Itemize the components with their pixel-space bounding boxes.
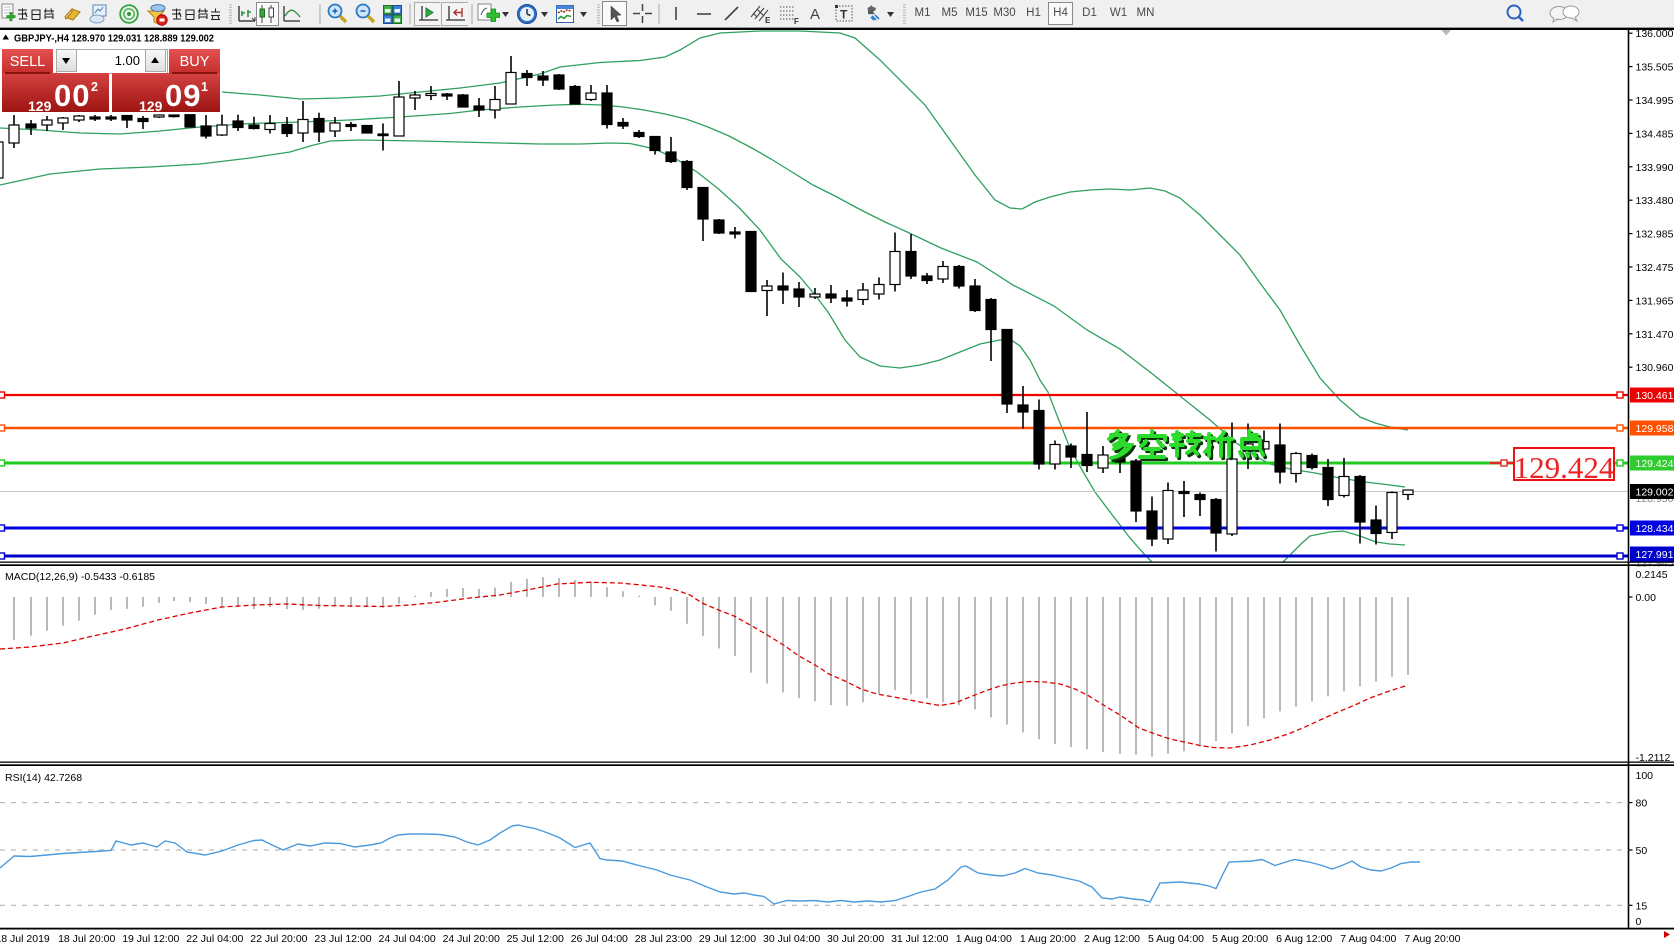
svg-text:MACD(12,26,9) -0.5433 -0.6185: MACD(12,26,9) -0.5433 -0.6185: [5, 571, 155, 583]
svg-text:133.480: 133.480: [1636, 195, 1674, 207]
svg-text:7 Aug 20:00: 7 Aug 20:00: [1404, 933, 1460, 945]
svg-text:T: T: [840, 8, 848, 22]
svg-text:-1.2112: -1.2112: [1636, 752, 1671, 764]
svg-text:133.990: 133.990: [1636, 162, 1674, 174]
svg-text:0.00: 0.00: [1636, 592, 1657, 604]
svg-text:19 Jul 12:00: 19 Jul 12:00: [122, 933, 179, 945]
svg-text:132.985: 132.985: [1636, 229, 1674, 241]
svg-text:127.991: 127.991: [1636, 549, 1674, 561]
svg-text:131.470: 131.470: [1636, 329, 1674, 341]
svg-text:24 Jul 04:00: 24 Jul 04:00: [378, 933, 435, 945]
svg-text:134.995: 134.995: [1636, 95, 1674, 107]
svg-text:134.485: 134.485: [1636, 128, 1674, 140]
svg-text:23 Jul 12:00: 23 Jul 12:00: [314, 933, 371, 945]
svg-text:1 Aug 04:00: 1 Aug 04:00: [956, 933, 1012, 945]
svg-text:22 Jul 20:00: 22 Jul 20:00: [250, 933, 307, 945]
svg-text:130.960: 130.960: [1636, 362, 1674, 374]
svg-text:25 Jul 12:00: 25 Jul 12:00: [507, 933, 564, 945]
svg-text:RSI(14) 42.7268: RSI(14) 42.7268: [5, 772, 82, 784]
svg-text:0: 0: [1636, 916, 1642, 928]
svg-text:26 Jul 04:00: 26 Jul 04:00: [571, 933, 628, 945]
svg-text:136.000: 136.000: [1636, 28, 1674, 40]
svg-text:7 Aug 04:00: 7 Aug 04:00: [1340, 933, 1396, 945]
svg-text:F: F: [794, 17, 799, 26]
svg-text:129.424: 129.424: [1514, 450, 1615, 485]
svg-text:5 Aug 04:00: 5 Aug 04:00: [1148, 933, 1204, 945]
svg-text:E: E: [765, 16, 771, 25]
svg-text:29 Jul 12:00: 29 Jul 12:00: [699, 933, 756, 945]
svg-text:A: A: [810, 6, 820, 23]
svg-text:30 Jul 04:00: 30 Jul 04:00: [763, 933, 820, 945]
svg-text:131.965: 131.965: [1636, 295, 1674, 307]
svg-text:129.002: 129.002: [1636, 487, 1674, 499]
svg-text:2 Aug 12:00: 2 Aug 12:00: [1084, 933, 1140, 945]
svg-text:0.2145: 0.2145: [1636, 569, 1668, 581]
svg-text:129.424: 129.424: [1636, 458, 1674, 470]
svg-text:132.475: 132.475: [1636, 262, 1674, 274]
svg-text:5 Aug 20:00: 5 Aug 20:00: [1212, 933, 1268, 945]
svg-text:129.958: 129.958: [1636, 423, 1674, 435]
svg-text:18 Jul 20:00: 18 Jul 20:00: [58, 933, 115, 945]
svg-text:1 Aug 20:00: 1 Aug 20:00: [1020, 933, 1076, 945]
svg-text:6 Aug 12:00: 6 Aug 12:00: [1276, 933, 1332, 945]
svg-text:128.434: 128.434: [1636, 523, 1674, 535]
svg-text:31 Jul 12:00: 31 Jul 12:00: [891, 933, 948, 945]
svg-text:24 Jul 20:00: 24 Jul 20:00: [443, 933, 500, 945]
svg-text:22 Jul 04:00: 22 Jul 04:00: [186, 933, 243, 945]
svg-text:130.461: 130.461: [1636, 390, 1674, 402]
svg-text:80: 80: [1636, 798, 1648, 810]
svg-text:30 Jul 20:00: 30 Jul 20:00: [827, 933, 884, 945]
svg-text:28 Jul 23:00: 28 Jul 23:00: [635, 933, 692, 945]
svg-text:100: 100: [1636, 770, 1654, 782]
svg-text:15: 15: [1636, 900, 1648, 912]
svg-text:50: 50: [1636, 845, 1648, 857]
svg-text:18 Jul 2019: 18 Jul 2019: [0, 933, 50, 945]
svg-text:GBPJPY-,H4 128.970 129.031 12: GBPJPY-,H4 128.970 129.031 128.889 129.0…: [14, 33, 214, 45]
svg-text:135.505: 135.505: [1636, 62, 1674, 74]
